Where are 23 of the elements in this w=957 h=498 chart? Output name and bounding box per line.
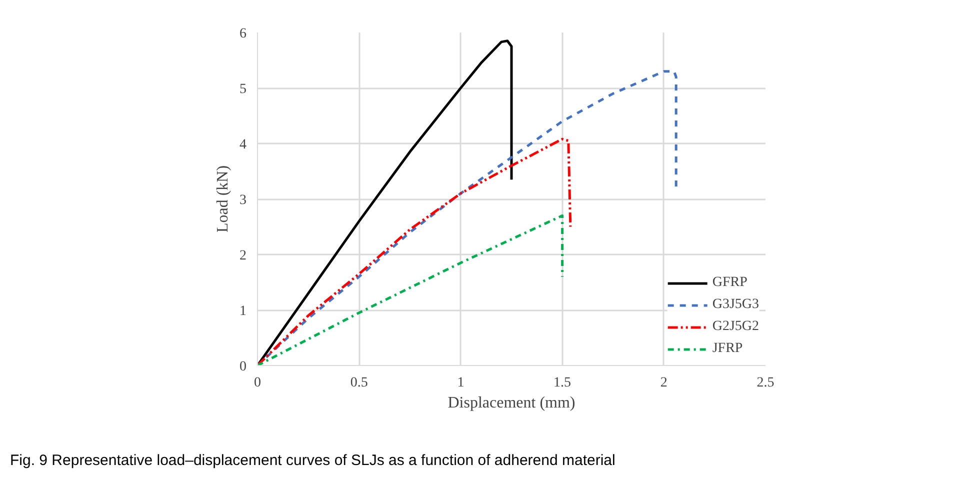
x-tick-label: 0 (254, 376, 261, 390)
x-tick-label: 1 (457, 376, 464, 390)
caption: Fig. 9 Representative load–displacement curves of SLJs as a function of adherend material (10, 451, 616, 471)
legend-label: G2J5G2 (712, 319, 759, 335)
x-tick-label: 1.5 (554, 376, 572, 390)
y-tick-label: 2 (240, 248, 246, 264)
x-tick-label: 2 (660, 376, 668, 390)
line-series (258, 138, 572, 366)
y-tick-label: 4 (240, 138, 246, 152)
y-tick-label: 6 (240, 26, 246, 42)
y-tick-label: 5 (240, 82, 246, 97)
y-axis-title: Load (kN) (214, 165, 232, 233)
y-tick-label: 0 (240, 360, 246, 374)
legend-label: JFRP (712, 341, 743, 357)
y-tick-label: 3 (240, 193, 246, 208)
x-tick-label: 2.5 (756, 376, 774, 390)
legend-label: G3J5G3 (712, 297, 759, 313)
x-tick-label: 0.5 (350, 376, 368, 390)
line-series (258, 214, 564, 366)
line-series (258, 40, 513, 366)
y-tick-label: 1 (240, 304, 246, 319)
legend-label: GFRP (712, 275, 748, 291)
x-axis-title: Displacement (mm) (448, 394, 576, 412)
